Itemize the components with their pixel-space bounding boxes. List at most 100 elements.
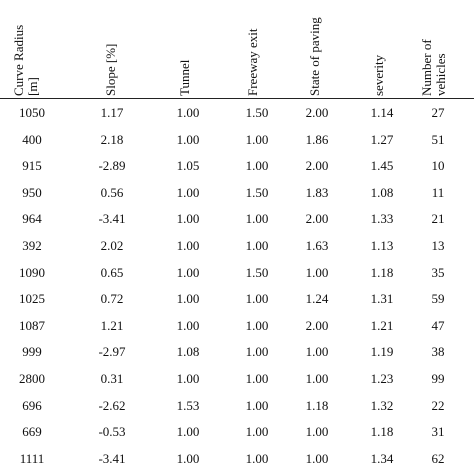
table-row: 2800 0.31 1.00 1.00 1.00 1.23 99 <box>0 366 474 393</box>
table-cell-number-of-vehicles: 35 <box>431 264 445 280</box>
table-cell-slope: 0.56 <box>100 184 124 200</box>
table-header: Curve Radius [m] Slope [%] Tunnel Freeway e… <box>0 0 474 96</box>
table-cell-curve-radius: 2800 <box>19 371 45 386</box>
table-cell-curve-radius: 1090 <box>19 264 45 280</box>
table-row: 1025 0.72 1.00 1.00 1.24 1.31 59 <box>0 286 474 313</box>
table-cell-severity: 1.13 <box>370 238 394 253</box>
column-header-label: Slope [%] <box>103 43 118 96</box>
table-cell-state-of-paving: 1.00 <box>305 450 329 466</box>
table-cell-curve-radius: 1111 <box>19 450 45 466</box>
table-cell-state-of-paving: 2.00 <box>305 105 329 120</box>
table-cell-severity: 1.34 <box>370 450 394 466</box>
table-cell-state-of-paving: 2.00 <box>305 211 329 227</box>
table-cell-number-of-vehicles: 13 <box>431 238 445 253</box>
table-cell-slope: -2.89 <box>98 158 126 174</box>
table-cell-state-of-paving: 2.00 <box>305 158 329 174</box>
table-cell-severity: 1.23 <box>370 371 394 386</box>
table-cell-curve-radius: 915 <box>22 158 42 174</box>
table-cell-curve-radius: 999 <box>22 344 42 360</box>
table-cell-tunnel: 1.00 <box>176 264 200 280</box>
table-cell-freeway-exit: 1.50 <box>245 184 269 200</box>
table-cell-slope: -3.41 <box>98 450 126 466</box>
column-header-label: Tunnel <box>177 59 192 96</box>
table-cell-number-of-vehicles: 22 <box>431 397 445 413</box>
table-row: 1087 1.21 1.00 1.00 2.00 1.21 47 <box>0 313 474 340</box>
table-row: 1050 1.17 1.00 1.50 2.00 1.14 27 <box>0 100 474 127</box>
table-cell-tunnel: 1.08 <box>176 344 200 360</box>
table-cell-freeway-exit: 1.00 <box>245 291 269 307</box>
table-cell-slope: -0.53 <box>98 424 126 440</box>
table-row: 400 2.18 1.00 1.00 1.86 1.27 51 <box>0 127 474 154</box>
table-cell-freeway-exit: 1.00 <box>245 211 269 227</box>
table-cell-number-of-vehicles: 21 <box>431 211 445 227</box>
table-cell-number-of-vehicles: 27 <box>431 105 445 120</box>
table-cell-state-of-paving: 1.63 <box>305 238 329 253</box>
table-cell-curve-radius: 1050 <box>19 105 45 120</box>
table-cell-state-of-paving: 1.00 <box>305 264 329 280</box>
table-cell-state-of-paving: 1.86 <box>305 131 329 147</box>
table-cell-freeway-exit: 1.00 <box>245 450 269 466</box>
table-row: 669 -0.53 1.00 1.00 1.00 1.18 31 <box>0 419 474 446</box>
table-cell-severity: 1.18 <box>370 264 394 280</box>
table-cell-severity: 1.45 <box>370 158 394 174</box>
table-cell-freeway-exit: 1.00 <box>245 131 269 147</box>
table-row: 1090 0.65 1.00 1.50 1.00 1.18 35 <box>0 260 474 287</box>
column-header-label: Number of vehicles <box>419 39 448 96</box>
table-cell-tunnel: 1.00 <box>176 105 200 120</box>
table-cell-freeway-exit: 1.00 <box>245 344 269 360</box>
table-cell-tunnel: 1.00 <box>176 238 200 253</box>
table-cell-curve-radius: 400 <box>22 131 42 147</box>
table-cell-severity: 1.19 <box>370 344 394 360</box>
table-cell-tunnel: 1.00 <box>176 211 200 227</box>
table-cell-curve-radius: 1025 <box>19 291 45 307</box>
table-cell-state-of-paving: 1.00 <box>305 371 329 386</box>
table-cell-curve-radius: 950 <box>22 184 42 200</box>
table-cell-freeway-exit: 1.00 <box>245 158 269 174</box>
table-cell-slope: 2.02 <box>100 238 124 253</box>
table-cell-number-of-vehicles: 99 <box>431 371 445 386</box>
column-header-label: severity <box>371 54 386 96</box>
table-cell-freeway-exit: 1.00 <box>245 317 269 333</box>
table-cell-severity: 1.08 <box>370 184 394 200</box>
table-cell-slope: -2.97 <box>98 344 126 360</box>
table-cell-slope: -2.62 <box>98 397 126 413</box>
table-cell-state-of-paving: 1.83 <box>305 184 329 200</box>
table-cell-state-of-paving: 1.24 <box>305 291 329 307</box>
table-row: 999 -2.97 1.08 1.00 1.00 1.19 38 <box>0 339 474 366</box>
table-cell-severity: 1.31 <box>370 291 394 307</box>
table-row: 392 2.02 1.00 1.00 1.63 1.13 13 <box>0 233 474 260</box>
table-cell-tunnel: 1.00 <box>176 424 200 440</box>
table-row: 915 -2.89 1.05 1.00 2.00 1.45 10 <box>0 153 474 180</box>
table-cell-tunnel: 1.00 <box>176 184 200 200</box>
table-cell-freeway-exit: 1.50 <box>245 105 269 120</box>
header-rule <box>0 98 474 99</box>
table-cell-slope: 2.18 <box>100 131 124 147</box>
table-cell-freeway-exit: 1.00 <box>245 397 269 413</box>
table-cell-state-of-paving: 2.00 <box>305 317 329 333</box>
table-cell-tunnel: 1.00 <box>176 291 200 307</box>
table-cell-severity: 1.18 <box>370 424 394 440</box>
table-cell-slope: 0.72 <box>100 291 124 307</box>
table-cell-tunnel: 1.00 <box>176 131 200 147</box>
table-cell-state-of-paving: 1.00 <box>305 424 329 440</box>
table-cell-tunnel: 1.00 <box>176 450 200 466</box>
table-cell-tunnel: 1.53 <box>176 397 200 413</box>
table-cell-tunnel: 1.00 <box>176 371 200 386</box>
table-cell-slope: -3.41 <box>98 211 126 227</box>
table-cell-number-of-vehicles: 51 <box>431 131 445 147</box>
table-cell-number-of-vehicles: 31 <box>431 424 445 440</box>
table-cell-freeway-exit: 1.50 <box>245 264 269 280</box>
table-cell-severity: 1.33 <box>370 211 394 227</box>
table-cell-slope: 1.21 <box>100 317 124 333</box>
table-cell-number-of-vehicles: 62 <box>431 450 445 466</box>
column-header-label: State of paving <box>307 17 322 96</box>
table-cell-curve-radius: 964 <box>22 211 42 227</box>
table-cell-severity: 1.27 <box>370 131 394 147</box>
column-header-label: Freeway exit <box>245 28 260 96</box>
table-row: 1111 -3.41 1.00 1.00 1.00 1.34 62 <box>0 446 474 473</box>
table-cell-slope: 0.65 <box>100 264 124 280</box>
table-cell-number-of-vehicles: 10 <box>431 158 445 174</box>
table-cell-curve-radius: 696 <box>22 397 42 413</box>
table-cell-slope: 0.31 <box>100 371 124 386</box>
